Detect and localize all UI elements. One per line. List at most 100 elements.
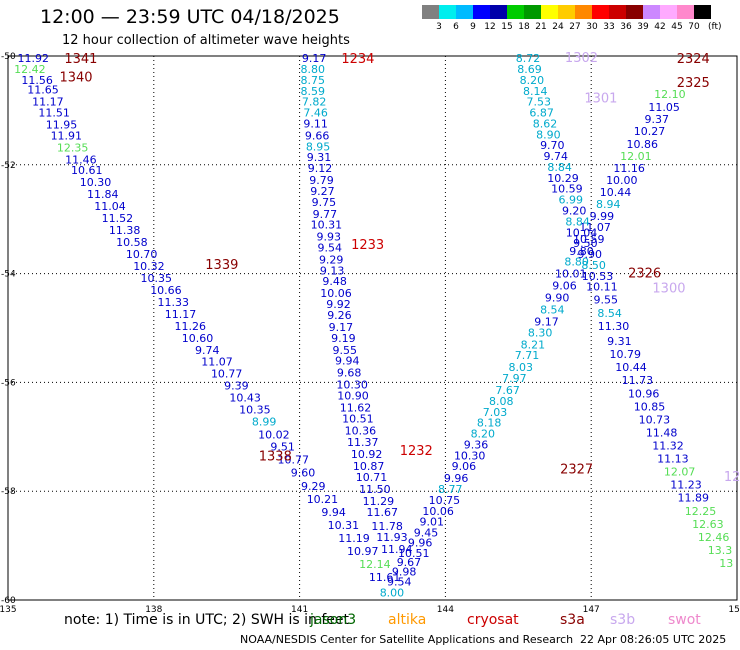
wave-height-point: 8.69 — [517, 63, 542, 76]
wave-height-point: 10.30 — [336, 379, 368, 392]
wave-height-point: 9.93 — [317, 231, 342, 244]
wave-height-point: 11.56 — [21, 74, 53, 87]
legend-label: 39 — [637, 22, 649, 32]
wave-height-point: 7.97 — [502, 372, 527, 385]
legend-label: 45 — [671, 22, 683, 32]
wave-height-point: 10.97 — [347, 545, 379, 558]
y-tick-label: -58 — [1, 487, 16, 497]
wave-height-point: 8.03 — [508, 361, 533, 374]
legend-swatch — [660, 5, 677, 19]
wave-height-point: 9.29 — [301, 480, 326, 493]
wave-height-point: 9.31 — [307, 151, 332, 164]
wave-height-point: 10.06 — [320, 287, 352, 300]
satellite-name: swot — [668, 612, 701, 628]
legend-swatch — [524, 5, 541, 19]
legend-swatch — [541, 5, 558, 19]
pass-number-label: 1340 — [59, 71, 92, 86]
pass-number-label: 1300 — [652, 282, 685, 297]
wave-height-point: 9.54 — [387, 576, 412, 589]
wave-height-point: 7.82 — [302, 96, 327, 109]
wave-height-point: 10.31 — [311, 219, 343, 232]
wave-height-point: 8.08 — [489, 395, 514, 408]
wave-height-point: 10.29 — [547, 172, 579, 185]
legend-label: 18 — [518, 22, 530, 32]
wave-height-point: 9.20 — [562, 204, 587, 217]
wave-height-point: 9.12 — [308, 162, 333, 175]
page-title: 12:00 — 23:59 UTC 04/18/2025 — [40, 6, 340, 28]
wave-height-point: 8.94 — [596, 198, 621, 211]
wave-height-point: 9.67 — [397, 556, 422, 569]
track-labels: 1341 1340 1339 1338 1234 1233 1232 2327 2326 2325… — [59, 51, 740, 485]
wave-height-point: 11.32 — [652, 440, 684, 453]
chart-subtitle: 12 hour collection of altimeter wave hei… — [62, 33, 350, 48]
wave-height-point: 9.94 — [321, 506, 346, 519]
wave-height-point: 11.95 — [46, 119, 78, 132]
wave-height-point: 8.62 — [533, 117, 558, 130]
wave-height-point: 9.13 — [320, 264, 345, 277]
wave-height-point: 11.84 — [87, 188, 119, 201]
wave-height-point: 8.21 — [521, 338, 546, 351]
wave-height-point: 10.53 — [582, 270, 614, 283]
wave-height-point: 9.94 — [335, 355, 360, 368]
wave-height-point: 11.13 — [657, 453, 689, 466]
wave-height-point: 11.52 — [102, 212, 134, 225]
legend-label: 24 — [552, 22, 564, 32]
pass-number-label: 1338 — [259, 449, 292, 464]
wave-height-point: 7.46 — [303, 107, 328, 120]
wave-height-point: 8.77 — [438, 483, 463, 496]
wave-height-point: 8.50 — [581, 259, 606, 272]
wave-height-point: 8.54 — [597, 307, 622, 320]
wave-height-point: 9.45 — [414, 527, 439, 540]
footer-timestamp: 22 Apr 08:26:05 UTC 2025 — [580, 633, 727, 646]
wave-height-point: 13 — [719, 557, 733, 570]
y-tick-label: -60 — [1, 596, 16, 606]
wave-height-point: 10.51 — [398, 547, 430, 560]
wave-height-point: 12.35 — [57, 141, 89, 154]
wave-height-point: 9.48 — [322, 275, 347, 288]
wave-height-point: 9.26 — [327, 309, 352, 322]
wave-height-point: 10.75 — [429, 494, 461, 507]
wave-height-point: 9.17 — [302, 52, 327, 65]
wave-height-point: 9.74 — [543, 150, 568, 163]
wave-height-point: 11.33 — [157, 296, 189, 309]
legend-label: 3 — [436, 22, 442, 32]
wave-height-point: 10.61 — [71, 164, 103, 177]
legend-swatch — [643, 5, 660, 19]
wave-height-point: 9.29 — [319, 253, 344, 266]
wave-height-point: 10.59 — [551, 183, 583, 196]
wave-height-point: 8.80 — [564, 256, 589, 269]
wave-height-point: 12.46 — [698, 531, 730, 544]
axis-ticks: 135 138 141 144 147 150 -50 -52 -54 -56 -58 -60 — [0, 52, 740, 615]
wave-height-point: 11.07 — [201, 356, 233, 369]
legend-swatch — [490, 5, 507, 19]
wave-height-point: 10.60 — [182, 332, 214, 345]
wave-height-point: 9.96 — [444, 472, 469, 485]
wave-height-point: 10.35 — [239, 404, 271, 417]
wave-height-point: 10.00 — [606, 174, 638, 187]
wave-height-point: 11.29 — [363, 495, 395, 508]
wave-height-point: 8.84 — [565, 215, 590, 228]
legend-swatch — [558, 5, 575, 19]
footer-credit: NOAA/NESDIS Center for Satellite Applica… — [240, 633, 574, 646]
pass-number-label: 1233 — [351, 238, 384, 253]
wave-height-point: 10.32 — [133, 260, 165, 273]
wave-height-point: 11.51 — [38, 107, 70, 120]
wave-height-point: 9.99 — [590, 210, 615, 223]
wave-height-point: 11.17 — [32, 96, 64, 109]
wave-height-point: 10.31 — [328, 519, 360, 532]
wave-height-point: 9.55 — [594, 294, 619, 307]
legend-swatch — [507, 5, 524, 19]
wave-height-point: 12.25 — [685, 505, 717, 518]
legend-label: 6 — [453, 22, 459, 32]
pass-number-label: 2326 — [628, 267, 661, 282]
wave-height-point: 10.71 — [356, 471, 388, 484]
wave-height-point: 11.50 — [359, 483, 391, 496]
wave-height-point: 9.74 — [195, 344, 220, 357]
wave-height-point: 9.31 — [607, 335, 632, 348]
plot-border — [7, 55, 738, 601]
wave-height-point: 10.30 — [80, 176, 112, 189]
wave-height-point: 8.20 — [471, 428, 496, 441]
wave-height-point: 6.99 — [559, 194, 584, 207]
wave-height-point: 12.01 — [620, 150, 652, 163]
wave-height-point: 10.85 — [634, 400, 666, 413]
